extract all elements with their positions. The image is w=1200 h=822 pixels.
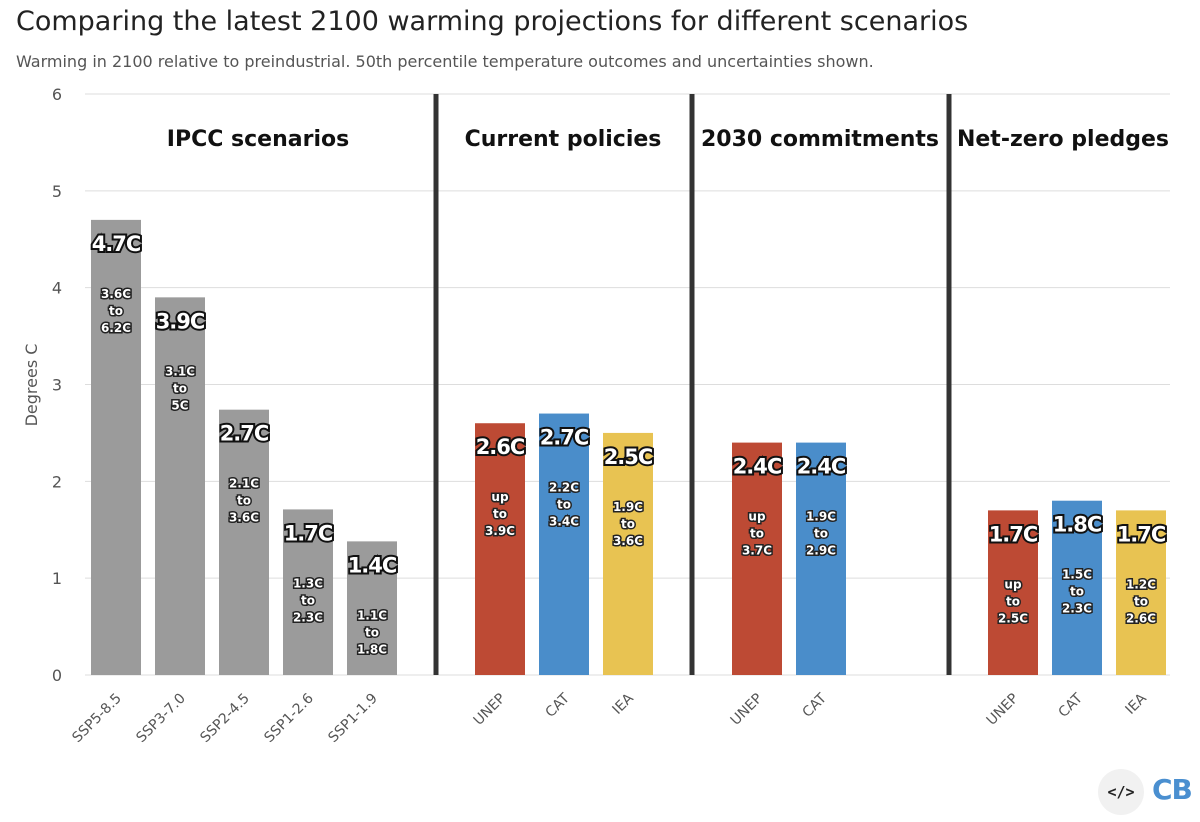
bar-range-label: to — [1134, 594, 1148, 608]
bar — [732, 442, 782, 675]
bar-range-label: 2.5C — [998, 611, 1028, 625]
bar-range-label: 2.1C — [229, 477, 259, 491]
bar — [603, 432, 653, 675]
bar-range-label: 1.8C — [357, 642, 387, 656]
bar-value-label: 2.5C — [604, 445, 653, 469]
bar-range-label: 1.5C — [1062, 568, 1092, 582]
bar-range-label: to — [814, 527, 828, 541]
x-tick-label: CAT — [1056, 690, 1087, 721]
y-tick-label: 1 — [52, 569, 62, 588]
bar — [155, 297, 205, 675]
bar-range-label: 3.4C — [549, 515, 579, 529]
y-tick-label: 2 — [52, 472, 62, 491]
bar-range-label: 1.3C — [293, 576, 323, 590]
x-tick-label: SSP5-8.5 — [69, 691, 124, 746]
bar-range-label: 1.2C — [1126, 577, 1156, 591]
x-tick-label: SSP1-2.6 — [261, 690, 317, 746]
bar-value-label: 1.7C — [284, 521, 333, 545]
bar-range-label: 2.3C — [293, 610, 323, 624]
bar-range-label: to — [173, 381, 187, 395]
x-tick-label: IEA — [1123, 690, 1151, 718]
bar-range-label: to — [301, 593, 315, 607]
bar-value-label: 4.7C — [92, 232, 141, 256]
bar-range-label: 3.6C — [613, 534, 643, 548]
bar — [1116, 510, 1166, 675]
x-tick-label: SSP1-1.9 — [325, 691, 380, 746]
bar-range-label: to — [493, 507, 507, 521]
bar-value-label: 2.7C — [540, 426, 589, 450]
bar-range-label: 5C — [171, 398, 188, 412]
bar-range-label: 3.7C — [742, 544, 772, 558]
bar-value-label: 2.4C — [733, 455, 782, 479]
bar-value-label: 1.8C — [1053, 513, 1102, 537]
bar-range-label: 1.1C — [357, 608, 387, 622]
bar — [475, 423, 525, 675]
y-tick-label: 5 — [52, 182, 62, 201]
bar-range-label: 2.2C — [549, 481, 579, 495]
bar-value-label: 3.9C — [156, 309, 205, 333]
bar-value-label: 2.6C — [476, 435, 525, 459]
group-header: Current policies — [465, 127, 662, 152]
x-tick-label: CAT — [543, 690, 574, 721]
brand-logo: CB — [1152, 773, 1193, 806]
bar-value-label: 2.7C — [220, 422, 269, 446]
group-divider — [433, 94, 439, 675]
group-divider — [689, 94, 695, 675]
bar — [796, 442, 846, 675]
x-tick-label: IEA — [610, 690, 638, 718]
bar-value-label: 1.7C — [1117, 522, 1166, 546]
bar — [91, 219, 141, 675]
bar — [283, 509, 333, 675]
chart-title: Comparing the latest 2100 warming projec… — [16, 6, 969, 37]
bar-range-label: 6.2C — [101, 321, 131, 335]
group-header: Net-zero pledges — [957, 127, 1169, 152]
bar-range-label: 3.9C — [485, 524, 515, 538]
bar-range-label: 3.6C — [101, 287, 131, 301]
chart-subtitle: Warming in 2100 relative to preindustria… — [16, 52, 874, 71]
bar-range-label: up — [491, 490, 509, 504]
bar-value-label: 1.7C — [989, 522, 1038, 546]
bar-range-label: to — [621, 517, 635, 531]
x-tick-label: UNEP — [471, 691, 509, 729]
bar-range-label: to — [557, 498, 571, 512]
bar-range-label: to — [365, 625, 379, 639]
bar-range-label: 1.9C — [806, 510, 836, 524]
bar-range-label: to — [109, 304, 123, 318]
y-tick-label: 0 — [52, 666, 62, 685]
bar-range-label: up — [1004, 577, 1022, 591]
x-tick-label: SSP2-4.5 — [197, 691, 252, 746]
bar-range-label: 2.6C — [1126, 611, 1156, 625]
bar-range-label: 1.9C — [613, 500, 643, 514]
bar-value-label: 1.4C — [348, 553, 397, 577]
x-tick-label: CAT — [800, 690, 831, 721]
bar-range-label: up — [748, 510, 766, 524]
y-tick-label: 6 — [52, 85, 62, 104]
bar-range-label: 2.9C — [806, 544, 836, 558]
x-tick-label: UNEP — [984, 691, 1022, 729]
bar — [988, 510, 1038, 675]
bar-range-label: to — [1006, 594, 1020, 608]
y-tick-label: 3 — [52, 376, 62, 395]
bar-range-label: 3.6C — [229, 511, 259, 525]
x-tick-label: SSP3-7.0 — [133, 691, 188, 746]
bar — [347, 541, 397, 675]
group-header: IPCC scenarios — [167, 127, 349, 152]
y-axis-label: Degrees C — [22, 344, 41, 427]
bar-range-label: 3.1C — [165, 364, 195, 378]
x-tick-label: UNEP — [728, 691, 766, 729]
bar-range-label: to — [1070, 585, 1084, 599]
group-header: 2030 commitments — [701, 127, 939, 152]
bar — [1052, 500, 1102, 675]
bar — [539, 413, 589, 675]
bar — [219, 409, 269, 675]
y-tick-label: 4 — [52, 279, 62, 298]
bar-range-label: to — [237, 494, 251, 508]
bar-range-label: 2.3C — [1062, 602, 1092, 616]
group-divider — [946, 94, 952, 675]
bar-value-label: 2.4C — [797, 455, 846, 479]
code-icon[interactable]: </> — [1098, 769, 1144, 815]
bar-range-label: to — [750, 527, 764, 541]
